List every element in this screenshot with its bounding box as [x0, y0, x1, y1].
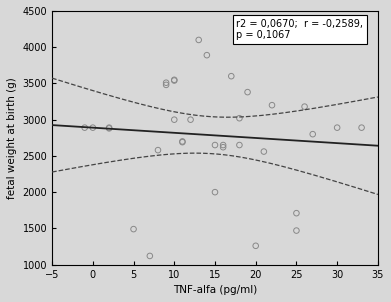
Point [293, 228, 300, 233]
Point [228, 74, 235, 79]
Point [212, 190, 218, 194]
Point [131, 227, 137, 232]
Point [212, 143, 218, 147]
Point [106, 125, 112, 130]
Text: r2 = 0,0670;  r = -0,2589,
p = 0,1067: r2 = 0,0670; r = -0,2589, p = 0,1067 [236, 18, 363, 40]
Point [155, 148, 161, 153]
Point [220, 145, 226, 149]
Point [261, 149, 267, 154]
Point [163, 82, 169, 87]
Point [253, 243, 259, 248]
Point [310, 132, 316, 137]
Point [179, 140, 186, 145]
Point [359, 125, 365, 130]
Point [196, 37, 202, 42]
Point [236, 143, 242, 147]
Point [171, 78, 178, 83]
Point [269, 103, 275, 108]
Point [82, 125, 88, 130]
Point [163, 80, 169, 85]
Point [293, 211, 300, 216]
Point [171, 77, 178, 82]
Point [244, 90, 251, 95]
Point [301, 104, 308, 109]
Point [147, 253, 153, 258]
Point [179, 139, 186, 144]
X-axis label: TNF-alfa (pg/ml): TNF-alfa (pg/ml) [173, 285, 257, 295]
Point [90, 125, 96, 130]
Y-axis label: fetal weight at birth (g): fetal weight at birth (g) [7, 77, 17, 199]
Point [334, 125, 340, 130]
Point [236, 116, 242, 120]
Point [106, 126, 112, 131]
Point [187, 117, 194, 122]
Point [220, 143, 226, 147]
Point [171, 117, 178, 122]
Point [204, 53, 210, 58]
